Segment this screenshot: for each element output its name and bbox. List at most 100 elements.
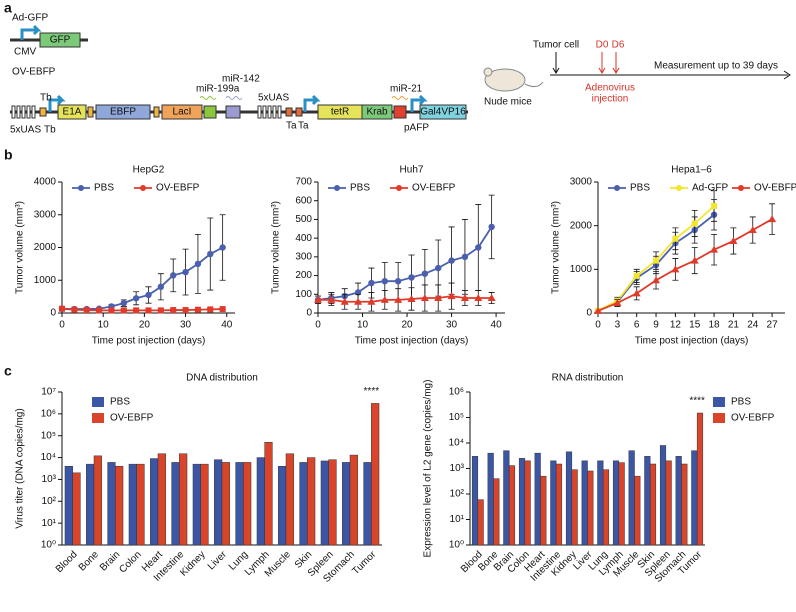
- marker: [108, 307, 115, 314]
- bar: [363, 462, 372, 546]
- bar: [264, 442, 273, 546]
- legend-label: OV-EBFP: [754, 183, 796, 194]
- marker: [380, 295, 389, 303]
- marker: [421, 270, 429, 277]
- label: Ta: [298, 121, 309, 132]
- marker: [194, 260, 202, 268]
- label: Nude mice: [484, 97, 532, 108]
- bar: [644, 456, 651, 546]
- bar: [681, 463, 688, 546]
- y-tick-label: 2000: [34, 242, 57, 253]
- legend-marker: [738, 185, 744, 191]
- bar: [503, 450, 510, 546]
- bar: [150, 458, 159, 546]
- x-tick-label: 18: [709, 320, 721, 331]
- label: Krab: [366, 107, 388, 118]
- x-tick-label: 0: [595, 320, 601, 331]
- legend-label: PBS: [94, 183, 114, 194]
- label: Ad-GFP: [12, 13, 48, 24]
- label: D6: [612, 40, 625, 51]
- marker: [132, 295, 140, 302]
- marker: [671, 265, 680, 273]
- legend-swatch: [92, 397, 104, 407]
- bar: [285, 453, 294, 546]
- gene-box: [361, 104, 393, 120]
- bar: [524, 460, 531, 546]
- bar: [540, 475, 547, 546]
- marker: [394, 277, 402, 285]
- y-axis-label: Expression level of L2 gene (copies/mg): [423, 380, 434, 558]
- y-axis-label: Tumor volume (mm³): [551, 201, 562, 294]
- legend-marker: [614, 185, 620, 191]
- marker: [474, 294, 483, 302]
- marker: [170, 307, 177, 314]
- bar: [602, 469, 610, 546]
- x-tick-label: 12: [670, 320, 682, 331]
- bar: [581, 460, 588, 546]
- legend-label: PBS: [630, 183, 650, 194]
- x-tick-label: 3: [615, 320, 621, 331]
- y-tick-label: 1000: [570, 264, 593, 275]
- legend-label: OV-EBFP: [412, 183, 456, 194]
- y-tick-label: 400: [295, 233, 312, 244]
- y-tick-label: 10⁰: [41, 540, 56, 551]
- x-axis-label: Time post injection (days): [355, 336, 469, 347]
- marker: [340, 297, 349, 305]
- marker: [434, 294, 443, 302]
- y-tick-label: 0: [586, 308, 592, 319]
- marker: [461, 253, 469, 261]
- x-tick-label: 6: [634, 320, 640, 331]
- series-line: [597, 218, 773, 312]
- bar: [64, 466, 73, 546]
- legend-marker: [396, 185, 402, 191]
- bar: [634, 475, 641, 546]
- x-tick-label: 10: [98, 320, 110, 331]
- promoter-arrow: [303, 94, 321, 112]
- legend-label: PBS: [350, 183, 370, 194]
- label: GFP: [50, 35, 71, 46]
- marker: [207, 306, 214, 313]
- marker: [653, 257, 660, 264]
- x-tick-label: 9: [653, 320, 659, 331]
- label: 5xUAS: [258, 93, 289, 104]
- y-axis-label: Virus titer (DNA copies/mg): [15, 408, 26, 528]
- y-tick-label: 600: [295, 195, 312, 206]
- x-tick-label: 21: [728, 320, 740, 331]
- marker: [170, 272, 177, 279]
- marker: [407, 294, 416, 302]
- bar: [565, 451, 573, 546]
- marker: [748, 226, 757, 234]
- y-tick-label: 0: [50, 308, 56, 319]
- arrowhead: [598, 67, 620, 74]
- marker: [219, 306, 226, 313]
- label: LacI: [173, 107, 192, 118]
- marker: [460, 294, 469, 302]
- y-tick-label: 4000: [34, 177, 57, 188]
- x-tick-label: 15: [689, 320, 701, 331]
- marker: [632, 289, 641, 297]
- element: [87, 106, 94, 118]
- marker: [120, 307, 127, 314]
- legend-label: OV-EBFP: [731, 413, 775, 424]
- marker: [182, 268, 189, 276]
- bar: [299, 462, 308, 546]
- promoter-arrow: [410, 94, 428, 112]
- bar: [612, 460, 620, 546]
- x-tick-label: 0: [59, 320, 65, 331]
- marker: [420, 294, 429, 302]
- y-tick-label: 10⁴: [449, 438, 464, 449]
- y-tick-label: 10¹: [450, 514, 465, 525]
- label: D0: [596, 40, 609, 51]
- bar: [675, 456, 682, 546]
- label: CMV: [14, 47, 37, 58]
- y-tick-label: 300: [295, 251, 312, 262]
- marker: [145, 307, 152, 314]
- x-axis-label: Time post injection (days): [635, 336, 749, 347]
- y-tick-label: 10¹: [42, 518, 57, 529]
- y-tick-label: 3000: [34, 209, 57, 220]
- marker: [447, 292, 456, 300]
- y-tick-label: 10²: [450, 489, 465, 500]
- bar: [136, 463, 145, 546]
- bar: [243, 462, 252, 546]
